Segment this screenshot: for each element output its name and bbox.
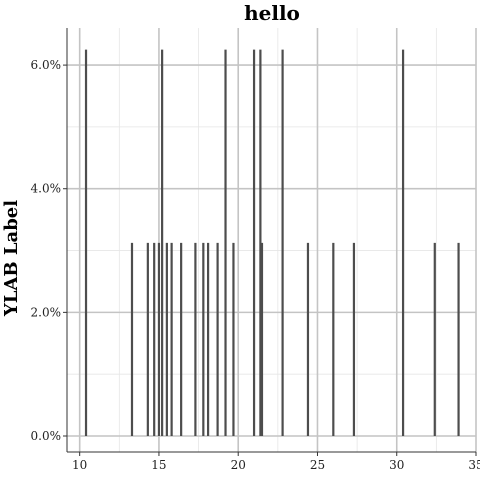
y-tick-label: 6.0% <box>31 58 62 72</box>
y-tick-label: 4.0% <box>31 182 62 196</box>
x-tick-label: 15 <box>151 458 166 472</box>
axes: 10 15 20 25 30 35 0.0% 2.0% 4.0% 6.0% <box>31 28 480 472</box>
bars <box>84 49 460 436</box>
y-tick-label: 2.0% <box>31 305 62 319</box>
x-tick-label: 25 <box>310 458 325 472</box>
y-axis-label: YLAB Label <box>1 200 22 317</box>
grid <box>67 28 477 452</box>
y-tick-label: 0.0% <box>31 429 62 443</box>
x-tick-label: 30 <box>389 458 404 472</box>
x-tick-label: 10 <box>72 458 87 472</box>
chart-title: hello <box>244 1 300 25</box>
x-tick-label: 35 <box>468 458 480 472</box>
x-tick-label: 20 <box>231 458 246 472</box>
